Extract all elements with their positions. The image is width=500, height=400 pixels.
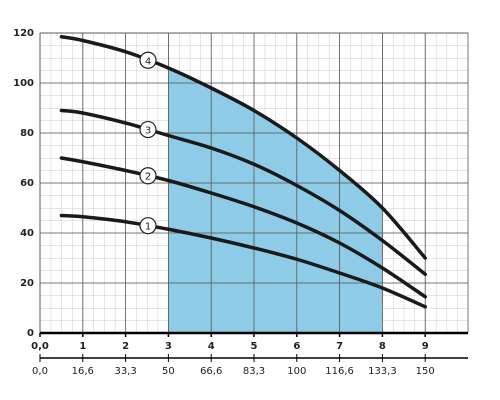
curve bbox=[59, 108, 427, 276]
curve bbox=[59, 213, 427, 309]
curve-label: 2 bbox=[145, 172, 151, 183]
y-tick-label: 40 bbox=[20, 228, 34, 239]
x2-tick-label: 50 bbox=[162, 366, 175, 377]
x-tick-label: 6 bbox=[293, 341, 300, 352]
curve-label-badge bbox=[139, 120, 157, 139]
x2-tick-label: 33,3 bbox=[114, 366, 136, 377]
curve bbox=[59, 35, 427, 260]
x-tick-label: 0,0 bbox=[31, 341, 49, 352]
x-tick-label: 7 bbox=[336, 341, 343, 352]
x2-tick-label: 116,6 bbox=[325, 366, 354, 377]
y-tick-label: 60 bbox=[20, 178, 34, 189]
x2-tick-label: 16,6 bbox=[72, 366, 94, 377]
curve-label: 1 bbox=[145, 222, 151, 233]
curve-label-badge bbox=[139, 217, 157, 235]
y-tick-label: 20 bbox=[20, 278, 34, 289]
x2-tick-label: 100 bbox=[287, 366, 306, 377]
x2-tick-label: 133,3 bbox=[368, 366, 397, 377]
x-tick-label: 4 bbox=[208, 341, 215, 352]
curve-label: 4 bbox=[145, 56, 151, 67]
y-tick-label: 0 bbox=[27, 328, 34, 339]
x2-tick-label: 66,6 bbox=[200, 366, 222, 377]
x-tick-label: 1 bbox=[79, 341, 86, 352]
x-tick-label: 8 bbox=[379, 341, 386, 352]
x2-tick-label: 0,0 bbox=[32, 366, 48, 377]
curve bbox=[59, 156, 427, 299]
x-tick-label: 2 bbox=[122, 341, 129, 352]
y-tick-label: 80 bbox=[20, 128, 34, 139]
curve-label-badge bbox=[139, 51, 157, 69]
highlight-area bbox=[168, 68, 383, 333]
x2-tick-label: 150 bbox=[416, 366, 435, 377]
y-tick-label: 100 bbox=[13, 78, 34, 89]
x2-tick-label: 83,3 bbox=[243, 366, 265, 377]
x-tick-label: 9 bbox=[422, 341, 429, 352]
y-tick-label: 120 bbox=[13, 28, 34, 39]
x-tick-label: 5 bbox=[251, 341, 258, 352]
curve-label: 3 bbox=[145, 126, 151, 137]
x-tick-label: 3 bbox=[165, 341, 172, 352]
curve-label-badge bbox=[139, 167, 157, 185]
